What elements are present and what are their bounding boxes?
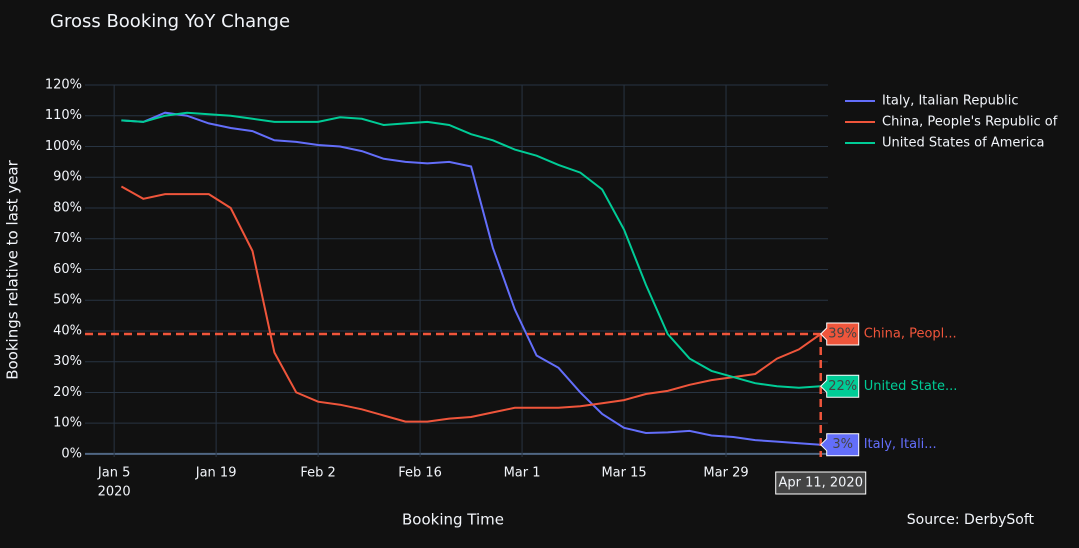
y-tick-label: 110% bbox=[45, 108, 82, 123]
y-tick-label: 90% bbox=[53, 170, 82, 185]
x-tick-label: Mar 29 bbox=[703, 466, 748, 481]
x-axis-title: Booking Time bbox=[402, 511, 504, 529]
hover-x-label: Apr 11, 2020 bbox=[778, 476, 863, 491]
hover-value: 39% bbox=[828, 327, 857, 342]
y-tick-label: 40% bbox=[53, 323, 82, 338]
hover-value: 22% bbox=[828, 379, 857, 394]
y-axis-title: Bookings relative to last year bbox=[4, 159, 22, 379]
hover-box bbox=[820, 433, 860, 457]
x-tick-label: Feb 16 bbox=[398, 466, 442, 481]
y-tick-label: 10% bbox=[53, 416, 82, 431]
x-tick-year: 2020 bbox=[98, 485, 131, 500]
x-tick-label: Jan 19 bbox=[195, 466, 237, 481]
y-tick-label: 20% bbox=[53, 385, 82, 400]
hover-box bbox=[820, 374, 860, 398]
legend-label: Italy, Italian Republic bbox=[882, 94, 1019, 109]
hover-x-box bbox=[775, 471, 867, 495]
legend-label: United States of America bbox=[882, 136, 1044, 151]
x-tick-label: Jan 5 bbox=[97, 466, 130, 481]
x-tick-label: Feb 2 bbox=[300, 466, 335, 481]
hover-name: China, Peopl... bbox=[864, 327, 957, 342]
hover-box bbox=[820, 322, 860, 346]
hover-name: United State... bbox=[864, 379, 958, 394]
y-tick-label: 80% bbox=[53, 200, 82, 215]
y-tick-label: 100% bbox=[45, 139, 82, 154]
x-tick-label: Mar 1 bbox=[504, 466, 541, 481]
y-tick-label: 0% bbox=[61, 446, 82, 461]
x-tick-label: Mar 15 bbox=[601, 466, 646, 481]
y-tick-label: 70% bbox=[53, 231, 82, 246]
hover-name: Italy, Itali... bbox=[864, 437, 937, 452]
y-tick-label: 60% bbox=[53, 262, 82, 277]
line-series bbox=[121, 111, 821, 446]
line-series bbox=[120, 185, 822, 423]
line-series bbox=[121, 111, 821, 389]
hover-value: 3% bbox=[832, 437, 853, 452]
y-tick-label: 50% bbox=[53, 293, 82, 308]
source-note: Source: DerbySoft bbox=[907, 512, 1035, 528]
chart-title: Gross Booking YoY Change bbox=[50, 11, 290, 32]
legend-label: China, People's Republic of bbox=[882, 115, 1058, 130]
y-tick-label: 30% bbox=[53, 354, 82, 369]
y-tick-label: 120% bbox=[45, 78, 82, 93]
